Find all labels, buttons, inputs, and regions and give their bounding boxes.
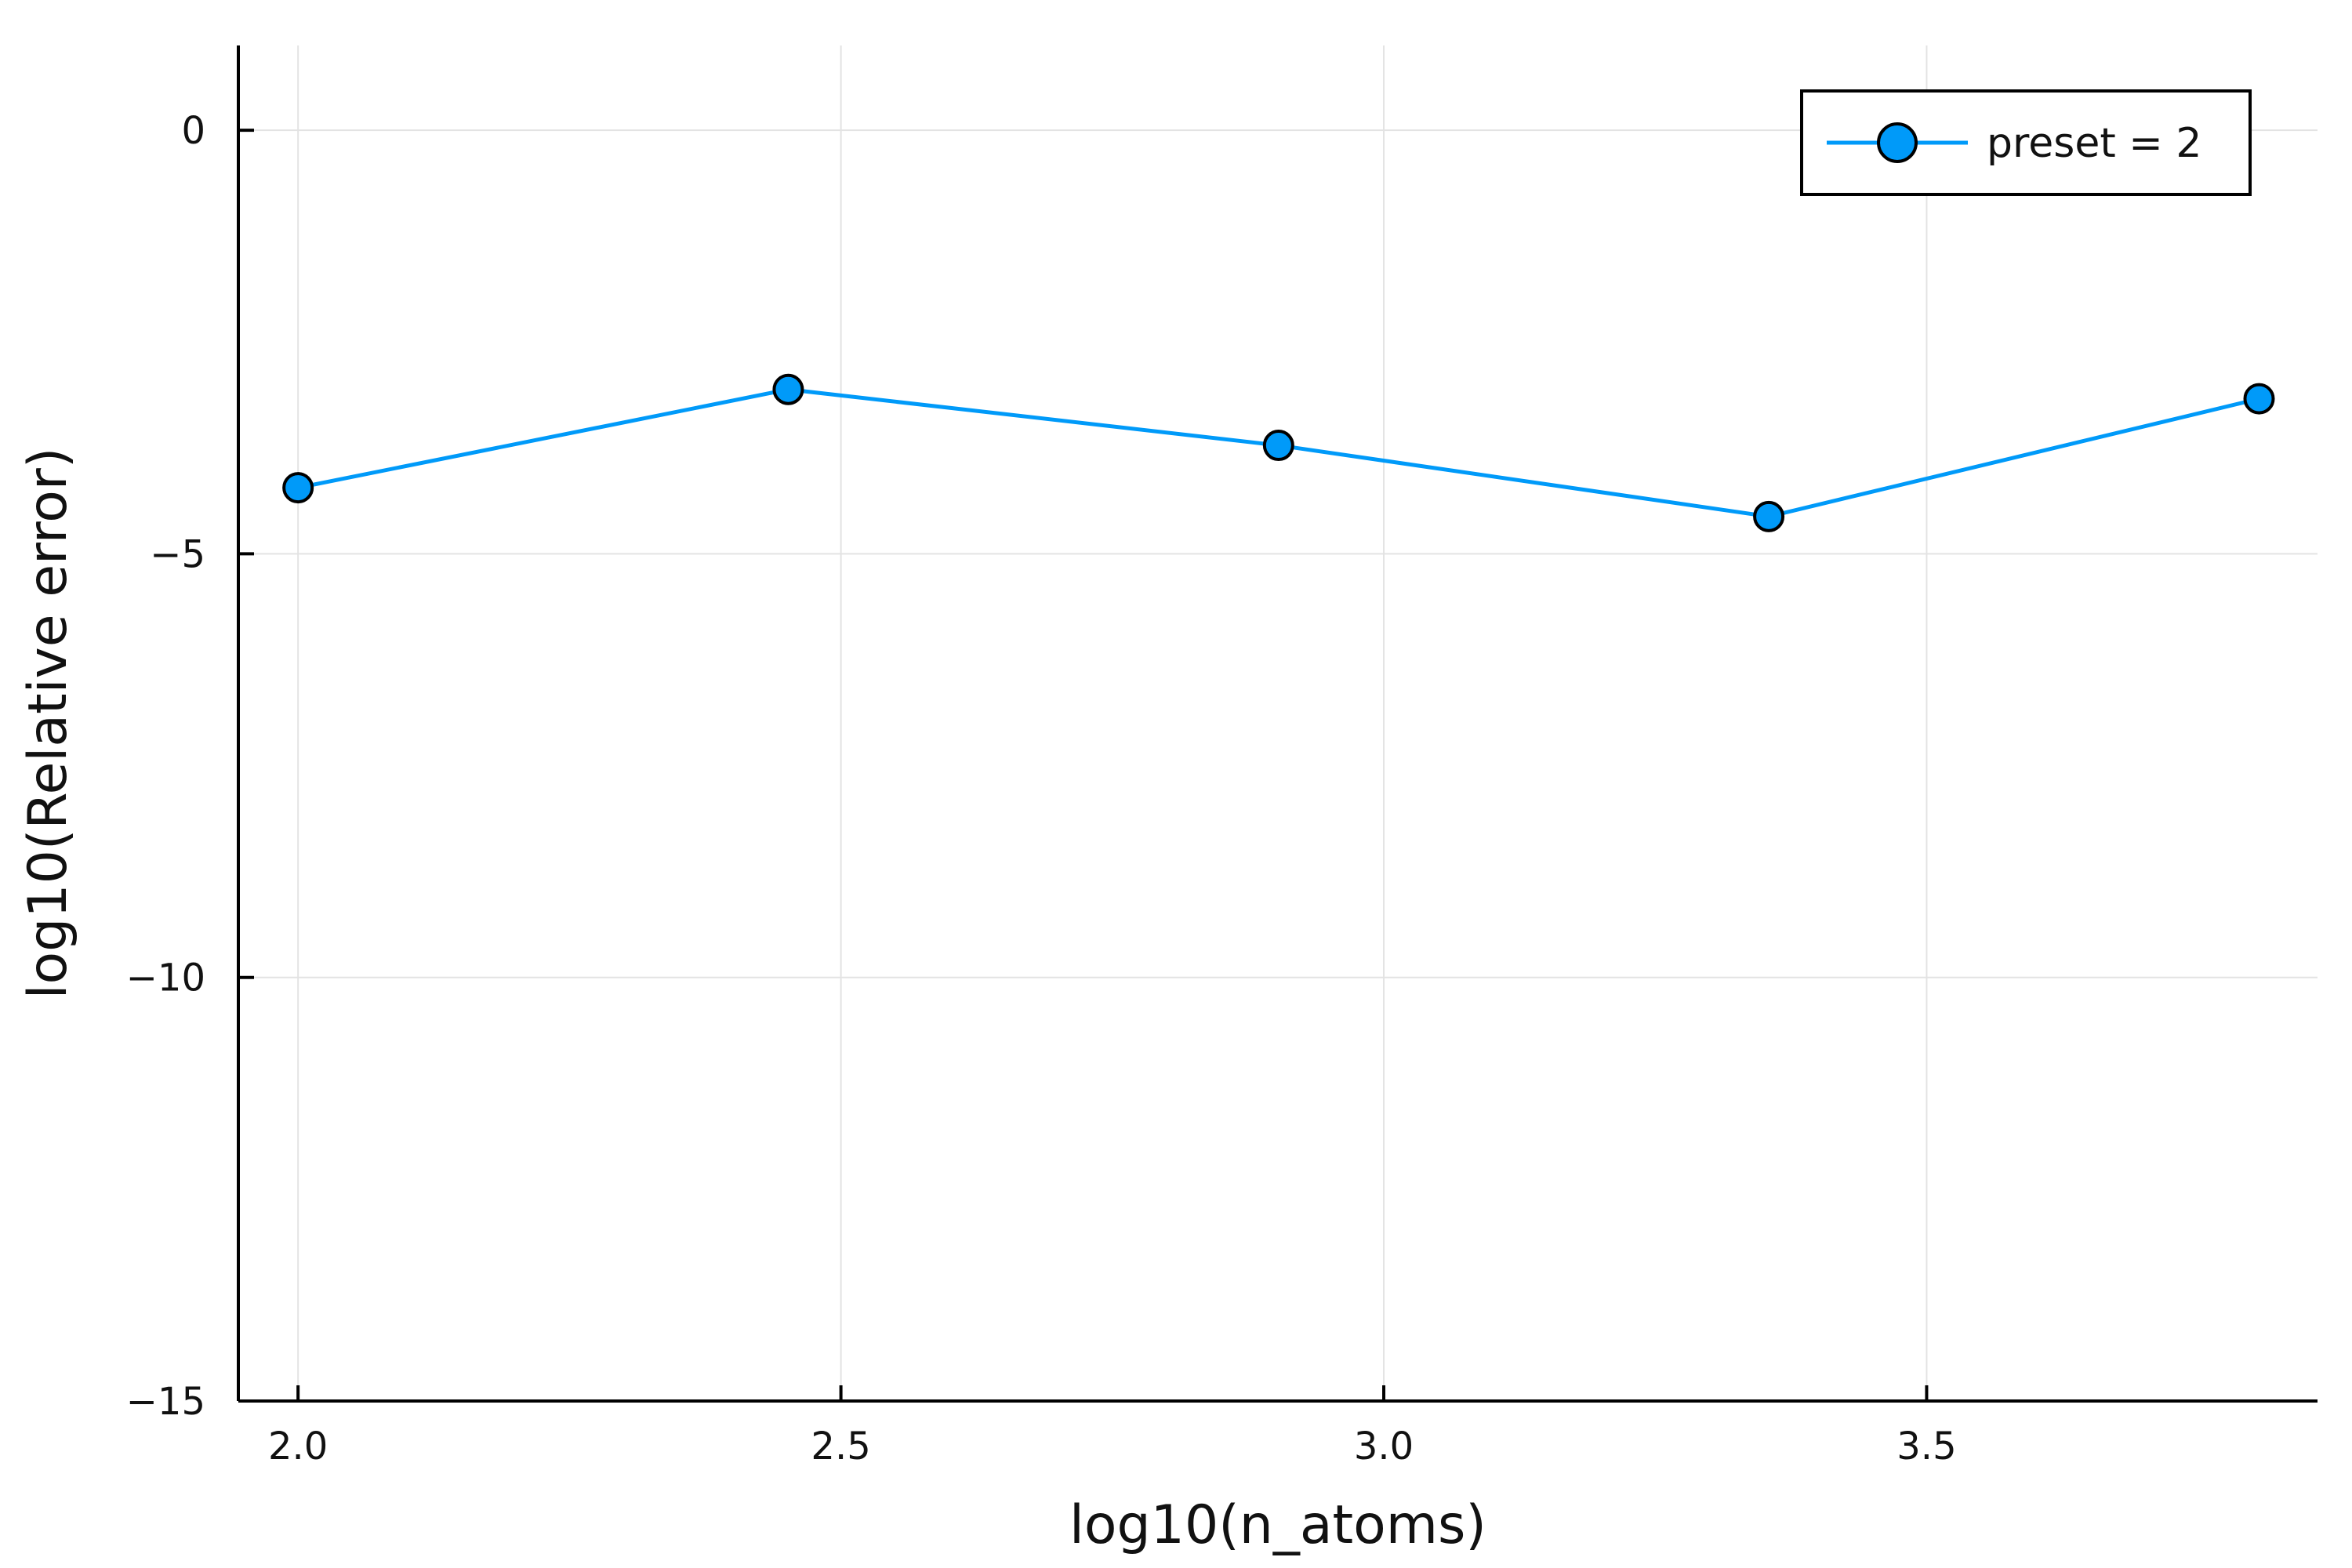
data-point bbox=[772, 373, 804, 405]
y-tick-label: −5 bbox=[150, 532, 205, 576]
gridlines bbox=[238, 45, 2318, 1402]
y-tick-label: −15 bbox=[126, 1380, 205, 1424]
x-tick-label: 2.0 bbox=[268, 1425, 328, 1468]
axes bbox=[237, 45, 2318, 1403]
y-tick-label: −10 bbox=[126, 956, 205, 1000]
y-axis-title: log10(Relative error) bbox=[17, 448, 79, 1000]
data-point bbox=[1262, 430, 1294, 462]
data-point bbox=[1753, 500, 1785, 532]
data-point bbox=[2243, 383, 2275, 415]
legend-marker bbox=[1877, 122, 1918, 163]
data-series bbox=[282, 373, 2275, 532]
legend-label: preset = 2 bbox=[1987, 120, 2201, 167]
x-tick-label: 3.5 bbox=[1896, 1425, 1956, 1468]
ticks: 2.0 2.5 3.0 3.5 0 −5 −10 −15 bbox=[126, 109, 1957, 1468]
data-point bbox=[282, 472, 314, 504]
x-axis-title: log10(n_atoms) bbox=[1069, 1494, 1486, 1556]
y-tick-label: 0 bbox=[181, 109, 205, 153]
legend: preset = 2 bbox=[1800, 89, 2252, 196]
x-tick-label: 2.5 bbox=[811, 1425, 870, 1468]
x-tick-label: 3.0 bbox=[1354, 1425, 1414, 1468]
